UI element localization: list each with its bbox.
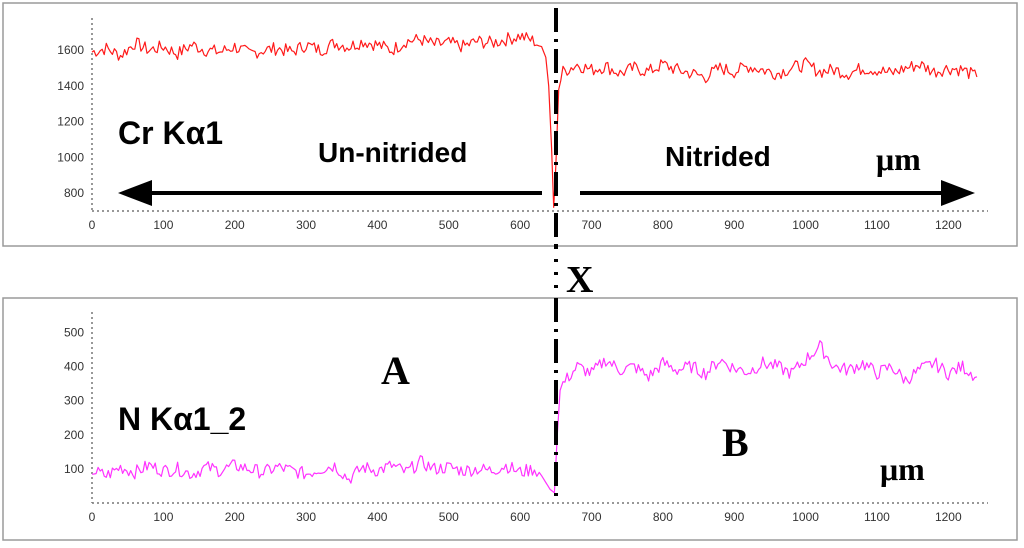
x-marker: X (566, 259, 593, 301)
x-tick-label: 0 (89, 510, 96, 524)
x-tick-label: 200 (225, 218, 245, 232)
x-tick-label: 1200 (935, 510, 962, 524)
x-tick-label: 300 (296, 510, 316, 524)
y-tick-label: 1000 (57, 150, 84, 164)
region-b-marker: B (722, 420, 749, 465)
x-tick-label: 1100 (864, 510, 890, 524)
x-tick-label: 700 (582, 218, 602, 232)
x-tick-label: 600 (510, 218, 530, 232)
micrometer-unit-bottom: μm (880, 451, 925, 487)
x-tick-label: 500 (439, 510, 459, 524)
y-tick-label: 100 (64, 462, 84, 476)
y-tick-label: 500 (64, 325, 84, 339)
cr-chart: 0 100 200 300 400 500 600 700 800 900 1000 1100 1200… (57, 18, 988, 232)
micrometer-unit-top: μm (876, 141, 921, 177)
x-tick-label: 1000 (792, 218, 819, 232)
x-tick-label: 1000 (792, 510, 819, 524)
x-tick-label: 700 (582, 510, 602, 524)
x-tick-label: 900 (724, 510, 744, 524)
x-tick-label: 1100 (864, 218, 890, 232)
x-tick-label: 900 (724, 218, 744, 232)
n-panel-frame (2, 297, 1018, 541)
x-tick-label: 300 (296, 218, 316, 232)
x-tick-label: 600 (510, 510, 530, 524)
unnitrided-arrow (118, 180, 542, 206)
region-a-marker: A (381, 348, 410, 393)
x-tick-label: 400 (367, 218, 387, 232)
x-tick-label: 800 (653, 218, 673, 232)
y-tick-label: 400 (64, 360, 84, 374)
n-element-label: N Kα1_2 (118, 401, 246, 437)
x-tick-label: 400 (367, 510, 387, 524)
line-series (91, 340, 978, 494)
n-chart: 0 100 200 300 400 500 600 700 800 900 1000 1100 1200… (64, 312, 988, 524)
x-tick-label: 200 (225, 510, 245, 524)
y-tick-label: 1400 (57, 79, 84, 93)
x-tick-label: 800 (653, 510, 673, 524)
nitrided-label: Nitrided (665, 141, 771, 172)
cr-element-label: Cr Kα1 (118, 115, 223, 151)
y-tick-label: 200 (64, 428, 84, 442)
y-tick-label: 1600 (57, 43, 84, 57)
x-tick-label: 100 (153, 218, 173, 232)
cr-panel-frame (2, 2, 1018, 247)
y-tick-label: 800 (64, 186, 84, 200)
y-tick-label: 1200 (57, 115, 84, 129)
nitrided-arrow (580, 180, 975, 206)
y-tick-label: 300 (64, 394, 84, 408)
x-tick-label: 100 (153, 510, 173, 524)
x-tick-label: 1200 (935, 218, 962, 232)
unnitrided-label: Un-nitrided (318, 137, 467, 168)
line-series (91, 32, 978, 208)
x-tick-label: 0 (89, 218, 96, 232)
x-tick-label: 500 (439, 218, 459, 232)
